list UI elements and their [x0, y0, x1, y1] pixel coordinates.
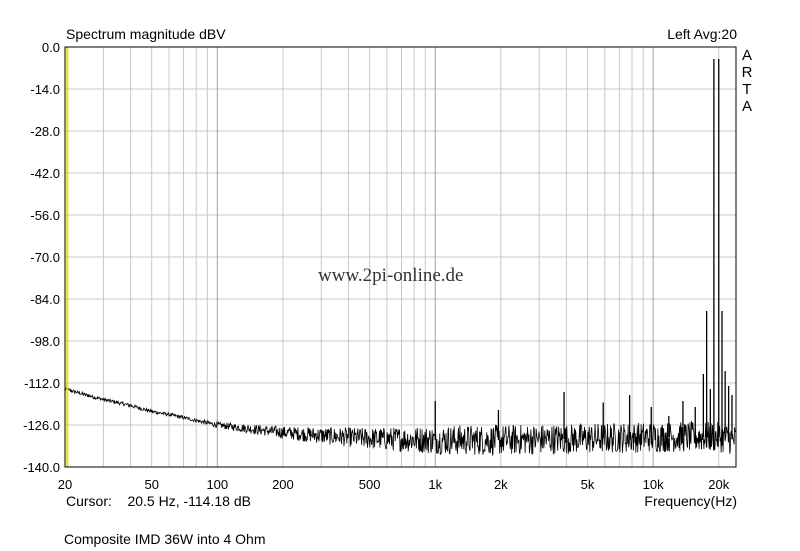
y-tick-label: 0.0 [42, 40, 60, 55]
x-tick-label: 20 [58, 477, 72, 492]
y-tick-label: -98.0 [30, 334, 60, 349]
spectrum-trace [64, 386, 737, 457]
channel-label: Left Avg:20 [667, 26, 737, 42]
cursor-readout: Cursor: 20.5 Hz, -114.18 dB [66, 493, 251, 509]
brand-letter: A [741, 47, 752, 64]
x-tick-label: 20k [708, 477, 729, 492]
y-tick-label: -28.0 [30, 124, 60, 139]
plot-frame [64, 46, 737, 468]
y-tick-label: -84.0 [30, 292, 60, 307]
x-tick-label: 5k [581, 477, 595, 492]
brand-letter: A [741, 98, 752, 115]
y-tick-label: -112.0 [24, 376, 60, 391]
x-axis-label: Frequency(Hz) [644, 493, 737, 509]
x-tick-label: 10k [643, 477, 664, 492]
y-tick-label: -56.0 [30, 208, 60, 223]
chart-title: Spectrum magnitude dBV [66, 26, 226, 42]
x-axis-ticks: 20 50 100 200 500 1k 2k 5k 10k 20k [58, 477, 730, 492]
x-tick-label: 2k [494, 477, 508, 492]
x-tick-label: 100 [206, 477, 228, 492]
x-tick-label: 200 [272, 477, 294, 492]
y-tick-label: -14.0 [30, 82, 60, 97]
x-tick-label: 50 [144, 477, 158, 492]
y-axis-ticks: 0.0 -14.0 -28.0 -42.0 -56.0 -70.0 -84.0 -98.0 -1… [23, 40, 60, 475]
y-tick-label: -42.0 [30, 166, 60, 181]
y-tick-label: -126.0 [23, 418, 60, 433]
x-tick-label: 1k [428, 477, 442, 492]
y-tick-label: -70.0 [30, 250, 60, 265]
brand-letter: T [742, 81, 752, 98]
brand-letter: R [741, 64, 753, 81]
y-tick-label: -140.0 [23, 460, 60, 475]
spectrum-peaks [434, 59, 733, 440]
x-tick-label: 500 [359, 477, 381, 492]
chart-caption: Composite IMD 36W into 4 Ohm [64, 531, 266, 547]
noise-floor-trace [64, 386, 737, 457]
watermark: www.2pi-online.de [318, 265, 464, 286]
